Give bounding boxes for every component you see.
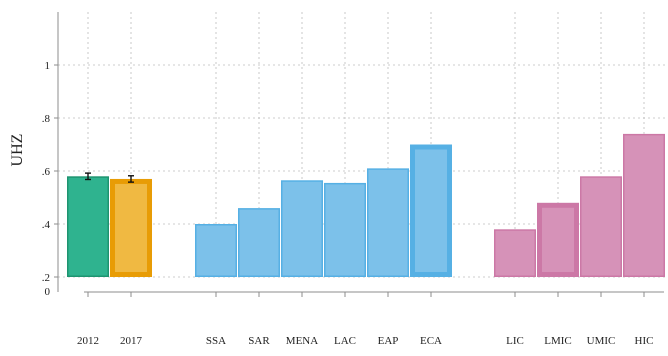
bar-2017 [110,178,152,277]
axis-layer [54,12,664,297]
x-tick-label-sar: SAR [248,335,270,347]
x-tick-label-lac: LAC [334,335,356,347]
y-axis-label: UHZ [9,134,26,167]
label-layer: 0 .2 .4 .6 .8 1 2012 2017 SSA SAR MENA LAC EAP ECA LIC… [42,60,654,347]
y-tick-label: .6 [42,166,51,178]
x-tick-label-lic: LIC [506,335,524,347]
bar-umic [580,176,622,277]
bar-eap [367,168,409,278]
y-tick-label: .8 [42,113,51,125]
bar-ssa [195,224,237,277]
x-tick-label-mena: MENA [286,335,318,347]
y-tick-label: .4 [42,219,51,231]
x-tick-label-hic: HIC [635,335,654,347]
x-tick-label-eca: ECA [420,335,442,347]
x-tick-label-umic: UMIC [587,335,616,347]
error-bar-2012 [85,172,91,181]
bar-lac [324,182,366,277]
bar-eca [410,144,452,277]
bar-2012 [67,176,109,277]
bar-layer [67,133,665,278]
error-bar-2017 [128,175,134,183]
x-tick-label-lmic: LMIC [544,335,572,347]
y-tick-label: 0 [45,286,51,298]
x-tick-label-2017: 2017 [120,335,143,347]
bar-mena [281,180,323,277]
bar-sar [238,208,280,278]
bar-hic [623,133,665,277]
x-tick-label-ssa: SSA [206,335,226,347]
y-tick-label: 1 [45,60,51,72]
bar-lmic [537,202,579,277]
bar-lic [494,229,536,278]
x-tick-label-eap: EAP [378,335,399,347]
y-tick-label: .2 [42,272,50,284]
x-tick-label-2012: 2012 [77,335,99,347]
